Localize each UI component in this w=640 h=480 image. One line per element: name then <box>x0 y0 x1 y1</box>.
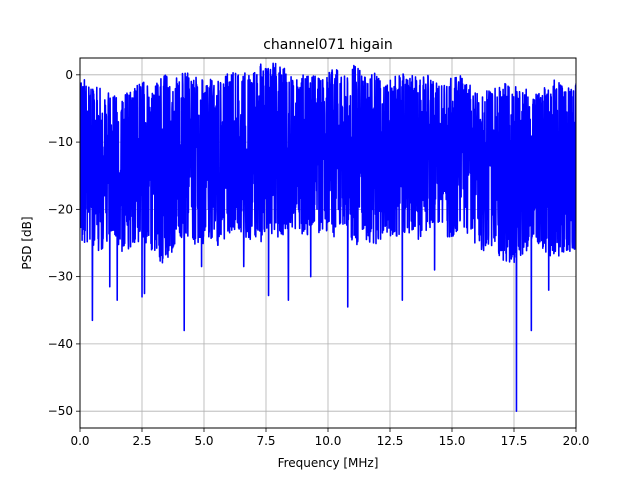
y-tick-label: −20 <box>48 202 73 216</box>
y-axis-label: PSD [dB] <box>20 216 34 269</box>
x-axis: 0.0 2.5 5.0 7.5 10.0 12.5 15.0 17.5 20.0 <box>70 428 589 448</box>
y-tick-label: −10 <box>48 135 73 149</box>
x-tick-label: 12.5 <box>377 434 404 448</box>
x-tick-label: 17.5 <box>501 434 528 448</box>
x-tick-label: 0.0 <box>70 434 89 448</box>
y-tick-label: −40 <box>48 337 73 351</box>
x-tick-label: 10.0 <box>315 434 342 448</box>
plot-area <box>80 62 576 412</box>
x-tick-label: 2.5 <box>132 434 151 448</box>
y-tick-label: −30 <box>48 270 73 284</box>
x-tick-label: 15.0 <box>439 434 466 448</box>
chart-title: channel071 higain <box>263 37 393 53</box>
y-tick-label: −50 <box>48 404 73 418</box>
y-axis: 0 −10 −20 −30 −40 −50 <box>48 68 80 418</box>
y-tick-label: 0 <box>65 68 73 82</box>
psd-series-line <box>80 62 576 412</box>
x-tick-label: 7.5 <box>256 434 275 448</box>
x-tick-label: 5.0 <box>194 434 213 448</box>
x-tick-label: 20.0 <box>563 434 590 448</box>
x-axis-label: Frequency [MHz] <box>278 456 379 470</box>
